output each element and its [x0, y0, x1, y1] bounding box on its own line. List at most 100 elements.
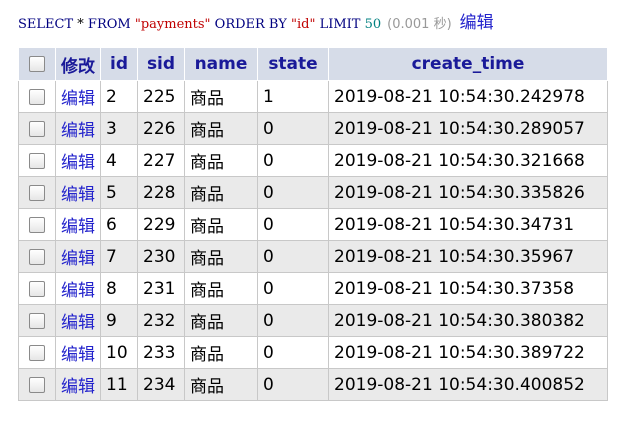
- select-all-cell: [18, 47, 56, 81]
- results-table: 修改 id sid name state create_time 编辑 2 225 商…: [18, 47, 608, 401]
- cell-state: 0: [257, 240, 329, 273]
- cell-sid: 233: [137, 336, 185, 369]
- table-row: 编辑 8 231 商品 0 2019-08-21 10:54:30.37358: [18, 272, 608, 305]
- table-row: 编辑 3 226 商品 0 2019-08-21 10:54:30.289057: [18, 112, 608, 145]
- row-checkbox[interactable]: [29, 312, 45, 329]
- column-header-state[interactable]: state: [257, 47, 329, 81]
- sql-order-keyword: ORDER BY: [214, 17, 287, 32]
- column-header-sid[interactable]: sid: [137, 47, 185, 81]
- cell-create-time: 2019-08-21 10:54:30.380382: [328, 304, 608, 337]
- row-edit-link[interactable]: 编辑: [55, 368, 101, 401]
- cell-name: 商品: [184, 112, 258, 145]
- cell-id: 3: [100, 112, 138, 145]
- row-edit-link[interactable]: 编辑: [55, 336, 101, 369]
- cell-name: 商品: [184, 272, 258, 305]
- cell-name: 商品: [184, 336, 258, 369]
- cell-name: 商品: [184, 176, 258, 209]
- row-select-cell: [18, 176, 56, 209]
- column-header-id[interactable]: id: [100, 47, 138, 81]
- cell-name: 商品: [184, 208, 258, 241]
- cell-sid: 231: [137, 272, 185, 305]
- cell-state: 0: [257, 176, 329, 209]
- cell-name: 商品: [184, 80, 258, 113]
- cell-name: 商品: [184, 144, 258, 177]
- row-select-cell: [18, 272, 56, 305]
- row-edit-link[interactable]: 编辑: [55, 176, 101, 209]
- cell-id: 11: [100, 368, 138, 401]
- row-checkbox[interactable]: [29, 184, 45, 201]
- row-edit-link[interactable]: 编辑: [55, 240, 101, 273]
- cell-id: 10: [100, 336, 138, 369]
- row-checkbox[interactable]: [29, 152, 45, 169]
- cell-create-time: 2019-08-21 10:54:30.37358: [328, 272, 608, 305]
- cell-sid: 229: [137, 208, 185, 241]
- row-select-cell: [18, 240, 56, 273]
- cell-create-time: 2019-08-21 10:54:30.335826: [328, 176, 608, 209]
- sql-query-line: SELECT * FROM "payments" ORDER BY "id" L…: [18, 8, 494, 33]
- row-edit-link[interactable]: 编辑: [55, 144, 101, 177]
- row-checkbox[interactable]: [29, 344, 45, 361]
- select-all-checkbox[interactable]: [29, 56, 45, 72]
- cell-sid: 225: [137, 80, 185, 113]
- cell-state: 1: [257, 80, 329, 113]
- cell-name: 商品: [184, 368, 258, 401]
- cell-id: 6: [100, 208, 138, 241]
- row-select-cell: [18, 112, 56, 145]
- cell-state: 0: [257, 304, 329, 337]
- table-row: 编辑 6 229 商品 0 2019-08-21 10:54:30.34731: [18, 208, 608, 241]
- cell-create-time: 2019-08-21 10:54:30.400852: [328, 368, 608, 401]
- row-checkbox[interactable]: [29, 248, 45, 265]
- row-select-cell: [18, 336, 56, 369]
- cell-state: 0: [257, 208, 329, 241]
- sql-select-keyword: SELECT: [18, 17, 74, 32]
- cell-create-time: 2019-08-21 10:54:30.289057: [328, 112, 608, 145]
- row-checkbox[interactable]: [29, 88, 45, 105]
- cell-create-time: 2019-08-21 10:54:30.242978: [328, 80, 608, 113]
- cell-sid: 230: [137, 240, 185, 273]
- row-edit-link[interactable]: 编辑: [55, 208, 101, 241]
- cell-create-time: 2019-08-21 10:54:30.321668: [328, 144, 608, 177]
- column-header-name[interactable]: name: [184, 47, 258, 81]
- cell-id: 2: [100, 80, 138, 113]
- row-select-cell: [18, 304, 56, 337]
- cell-name: 商品: [184, 240, 258, 273]
- table-row: 编辑 11 234 商品 0 2019-08-21 10:54:30.400852: [18, 368, 608, 401]
- row-edit-link[interactable]: 编辑: [55, 112, 101, 145]
- column-header-create-time[interactable]: create_time: [328, 47, 608, 81]
- row-checkbox[interactable]: [29, 216, 45, 233]
- row-edit-link[interactable]: 编辑: [55, 304, 101, 337]
- row-edit-link[interactable]: 编辑: [55, 272, 101, 305]
- cell-state: 0: [257, 336, 329, 369]
- table-row: 编辑 4 227 商品 0 2019-08-21 10:54:30.321668: [18, 144, 608, 177]
- row-checkbox[interactable]: [29, 280, 45, 297]
- table-row: 编辑 10 233 商品 0 2019-08-21 10:54:30.389722: [18, 336, 608, 369]
- table-row: 编辑 5 228 商品 0 2019-08-21 10:54:30.335826: [18, 176, 608, 209]
- cell-sid: 227: [137, 144, 185, 177]
- cell-id: 4: [100, 144, 138, 177]
- sql-from-keyword: FROM: [87, 17, 131, 32]
- cell-create-time: 2019-08-21 10:54:30.35967: [328, 240, 608, 273]
- sql-limit-keyword: LIMIT: [319, 17, 361, 32]
- sql-order-column: "id": [290, 17, 316, 32]
- row-checkbox[interactable]: [29, 376, 45, 393]
- edit-query-link[interactable]: 编辑: [459, 13, 494, 33]
- row-select-cell: [18, 80, 56, 113]
- cell-name: 商品: [184, 304, 258, 337]
- cell-state: 0: [257, 144, 329, 177]
- cell-sid: 226: [137, 112, 185, 145]
- sql-limit-value: 50: [364, 17, 382, 32]
- cell-id: 7: [100, 240, 138, 273]
- cell-create-time: 2019-08-21 10:54:30.34731: [328, 208, 608, 241]
- row-edit-link[interactable]: 编辑: [55, 80, 101, 113]
- cell-state: 0: [257, 112, 329, 145]
- table-row: 编辑 2 225 商品 1 2019-08-21 10:54:30.242978: [18, 80, 608, 113]
- row-checkbox[interactable]: [29, 120, 45, 137]
- row-select-cell: [18, 368, 56, 401]
- cell-id: 9: [100, 304, 138, 337]
- table-row: 编辑 9 232 商品 0 2019-08-21 10:54:30.380382: [18, 304, 608, 337]
- cell-sid: 232: [137, 304, 185, 337]
- sql-table-name: "payments": [134, 17, 211, 32]
- cell-state: 0: [257, 272, 329, 305]
- header-edit-label: 修改: [55, 47, 101, 81]
- cell-sid: 234: [137, 368, 185, 401]
